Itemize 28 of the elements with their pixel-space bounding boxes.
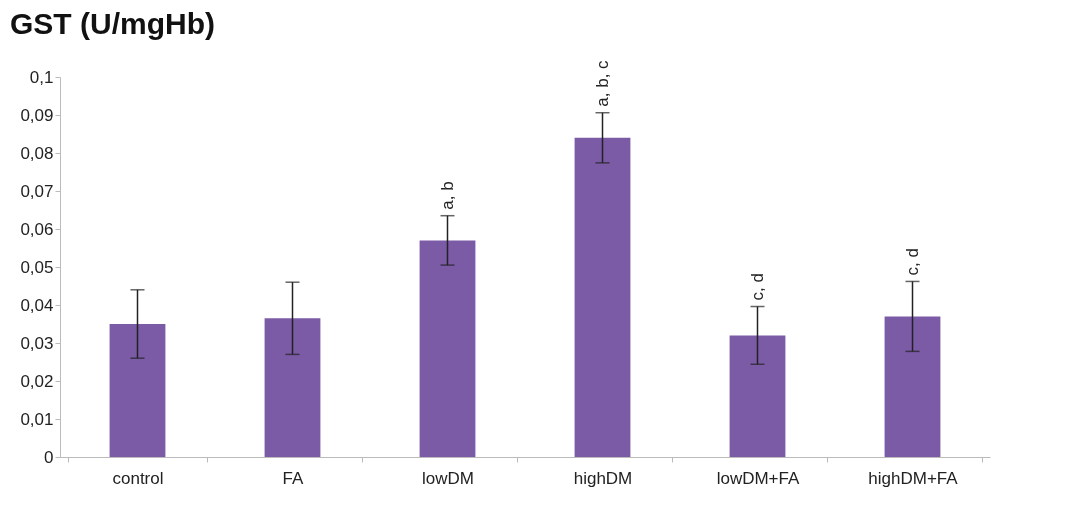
y-tick-label: 0,04 (20, 295, 54, 315)
annotation: a, b (437, 181, 457, 210)
bar (574, 137, 631, 457)
y-tick-label: 0,1 (29, 67, 54, 87)
x-tick-label: control (112, 468, 164, 488)
chart-title: GST (U/mgHb) (10, 7, 215, 41)
y-tick-label: 0,07 (20, 181, 54, 201)
x-tick-label: highDM+FA (868, 468, 959, 488)
x-tick-label: lowDM (422, 468, 474, 488)
x-tick-label: FA (282, 468, 305, 488)
y-tick-label: 0,02 (20, 371, 54, 391)
x-tick-label: lowDM+FA (716, 468, 800, 488)
annotation: c, d (902, 248, 922, 276)
y-tick-label: 0,08 (20, 143, 54, 163)
y-tick-label: 0,01 (20, 409, 54, 429)
bar (109, 324, 166, 457)
y-tick-label: 0,05 (20, 257, 54, 277)
bar (264, 318, 321, 457)
y-tick-label: 0 (44, 447, 54, 467)
y-tick-label: 0,09 (20, 105, 54, 125)
y-tick-label: 0,03 (20, 333, 54, 353)
x-tick-label: highDM (573, 468, 633, 488)
annotation: c, d (747, 273, 767, 301)
annotation: a, b, c (592, 59, 612, 107)
bar (419, 240, 476, 457)
bar (729, 335, 786, 457)
y-tick-label: 0,06 (20, 219, 54, 239)
bar (884, 316, 941, 457)
